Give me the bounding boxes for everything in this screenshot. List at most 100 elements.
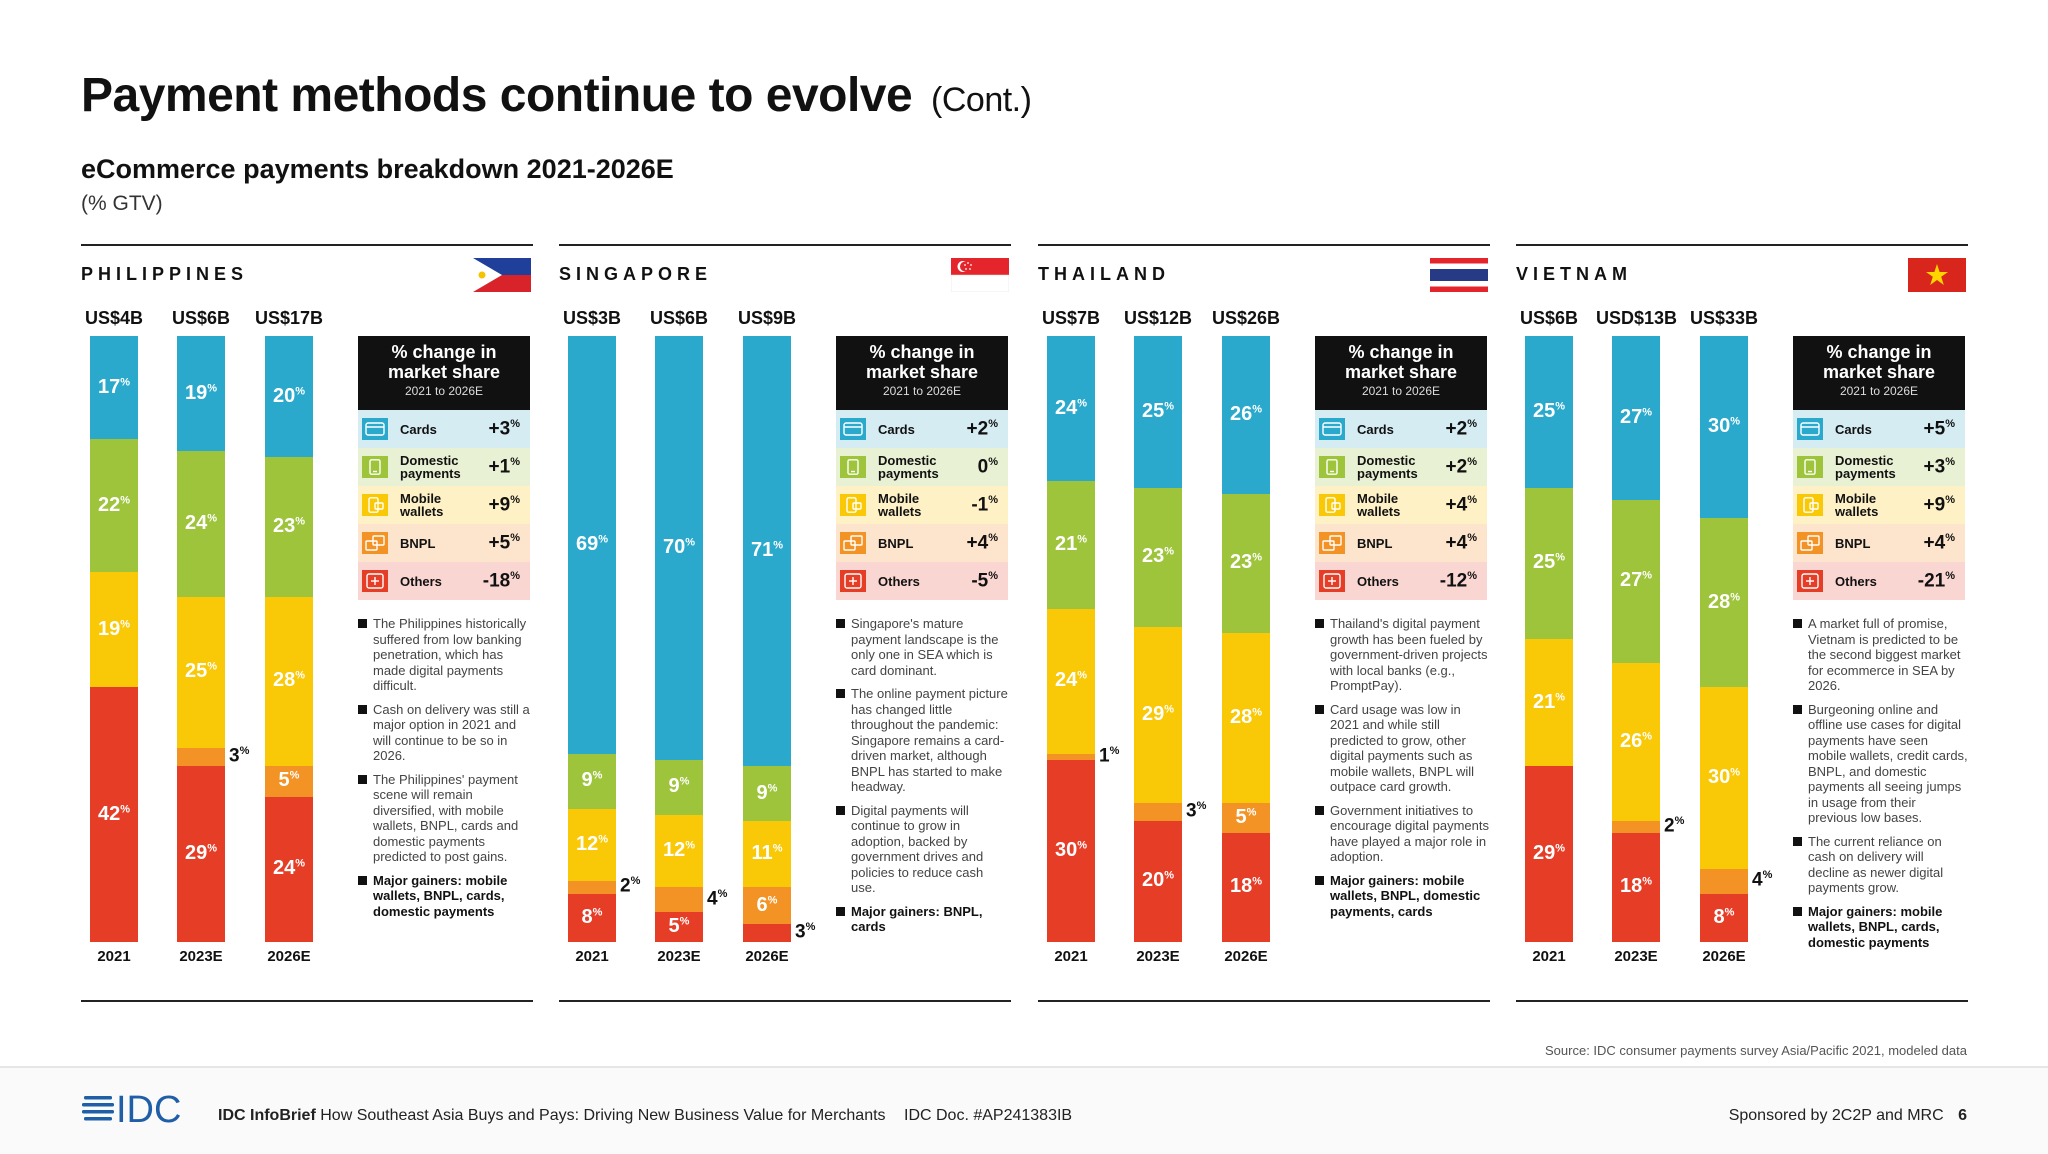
legend-title: % change in market share [836, 336, 1008, 382]
gtv-label: US$26B [1211, 308, 1281, 328]
bar-segment-domestic: 23% [1222, 493, 1270, 633]
legend-title-line2: market share [1822, 362, 1936, 382]
bar-segment-cards: 17% [90, 336, 138, 440]
legend-label-line1: Mobile [400, 491, 442, 506]
data-label: 5% [668, 914, 690, 937]
data-label: 20% [1141, 869, 1175, 892]
panel-top-rule [81, 244, 533, 246]
percent-sign: % [207, 842, 218, 855]
bar-segment-bnpl: 5% [265, 766, 313, 797]
percent-sign: % [1945, 570, 1955, 582]
commentary: The Philippines historically suffered fr… [358, 616, 533, 927]
percent-sign: % [988, 532, 998, 544]
domestic-icon [1797, 456, 1823, 478]
legend-range: 2021 to 2026E [1839, 384, 1919, 398]
singapore-flag-icon [950, 258, 1010, 293]
percent-sign: % [685, 536, 696, 549]
bar-segment-cards: 19% [177, 336, 225, 452]
legend-label-line2: payments [878, 466, 939, 481]
legend-label: Others [878, 562, 920, 600]
legend-label: Mobile wallets [1357, 486, 1400, 524]
bar-segment-others: 24% [265, 796, 313, 942]
year-label: 2021 [1054, 948, 1088, 965]
bar-segment-others: 8% [568, 893, 616, 942]
data-label: 25% [1532, 551, 1566, 574]
cards-icon [1797, 418, 1823, 440]
data-label: 29% [184, 842, 218, 865]
bar-segment-domestic: 21% [1047, 481, 1095, 609]
percent-sign: % [988, 570, 998, 582]
panel-bottom-rule [81, 1000, 533, 1002]
legend-label-line1: Others [1357, 573, 1399, 589]
data-label: 9% [668, 775, 690, 798]
commentary-bullet: Major gainers: mobile wallets, BNPL, car… [358, 873, 533, 920]
bar-segment-bnpl [1612, 820, 1660, 833]
data-label: 29% [1532, 842, 1566, 865]
legend-title-line1: % change in [1826, 342, 1932, 362]
commentary-bullet: The current reliance on cash on delivery… [1793, 834, 1968, 896]
data-label: 18% [1229, 875, 1263, 898]
bar-segment-others: 30% [1047, 760, 1095, 942]
percent-sign: % [207, 512, 218, 525]
share-change-value: +9% [1923, 494, 1955, 516]
gtv-label: US$7B [1041, 308, 1101, 328]
vietnam-flag-icon [1908, 258, 1966, 292]
data-label: 3% [229, 745, 250, 767]
legend-label-text: Others [878, 575, 920, 588]
bar-segment-domestic: 9% [655, 760, 703, 815]
legend-label-line2: wallets [1835, 504, 1879, 519]
bar-segment-cards: 26% [1222, 336, 1270, 494]
bar-segment-bnpl [177, 748, 225, 767]
page-number: 6 [1958, 1107, 1967, 1124]
bar-segment-others: 18% [1612, 832, 1660, 942]
data-label: 18% [1619, 875, 1653, 898]
percent-sign: % [1467, 418, 1477, 430]
bar-segment-cards: 20% [265, 336, 313, 458]
gtv-label: US$3B [562, 308, 622, 328]
data-label: 5% [1235, 805, 1257, 828]
year-label: 2023E [179, 948, 223, 965]
percent-sign: % [120, 803, 131, 816]
legend-label-line1: Domestic [1835, 453, 1894, 468]
footer [0, 1066, 2048, 1154]
percent-sign: % [767, 781, 778, 794]
bar-segment-domestic: 22% [90, 439, 138, 573]
footer-brief-title: How Southeast Asia Buys and Pays: Drivin… [320, 1107, 886, 1124]
data-label: 19% [184, 381, 218, 404]
commentary-bullet: Government initiatives to encourage digi… [1315, 803, 1490, 865]
percent-sign: % [773, 539, 784, 552]
data-label: 4% [1752, 869, 1773, 891]
percent-sign: % [1077, 839, 1088, 852]
percent-sign: % [1674, 814, 1685, 827]
bar-segment-bnpl [1700, 869, 1748, 894]
legend-row-domestic: Domestic payments +3% [1793, 448, 1965, 486]
legend-label-line2: wallets [400, 504, 444, 519]
percent-sign: % [1945, 418, 1955, 430]
data-label: 20% [272, 384, 306, 407]
percent-sign: % [1467, 456, 1477, 468]
percent-sign: % [767, 893, 778, 906]
bar-segment-bnpl [1134, 802, 1182, 821]
percent-sign: % [510, 570, 520, 582]
bar-segment-domestic: 9% [568, 754, 616, 809]
year-label: 2023E [1136, 948, 1180, 965]
legend-range: 2021 to 2026E [404, 384, 484, 398]
bar-segment-wallets: 29% [1134, 626, 1182, 803]
year-label: 2026E [1702, 948, 1746, 965]
legend-label: BNPL [1835, 524, 1870, 562]
percent-sign: % [1077, 669, 1088, 682]
legend-label-line1: Domestic [400, 453, 459, 468]
legend-row-domestic: Domestic payments +1% [358, 448, 530, 486]
wallets-icon [362, 494, 388, 516]
legend-row-others: Others -12% [1315, 562, 1487, 600]
gtv-label: US$4B [84, 308, 144, 328]
legend-label: Cards [1835, 410, 1872, 448]
bar-segment-wallets: 12% [568, 808, 616, 882]
legend-label-line1: BNPL [400, 535, 436, 551]
data-label: 23% [272, 514, 306, 537]
bar-segment-cards: 70% [655, 336, 703, 761]
legend-label-line2: wallets [1357, 504, 1401, 519]
percent-sign: % [207, 381, 218, 394]
panel-top-rule [1516, 244, 1968, 246]
page-title: Payment methods continue to evolve (Cont… [81, 69, 1032, 122]
